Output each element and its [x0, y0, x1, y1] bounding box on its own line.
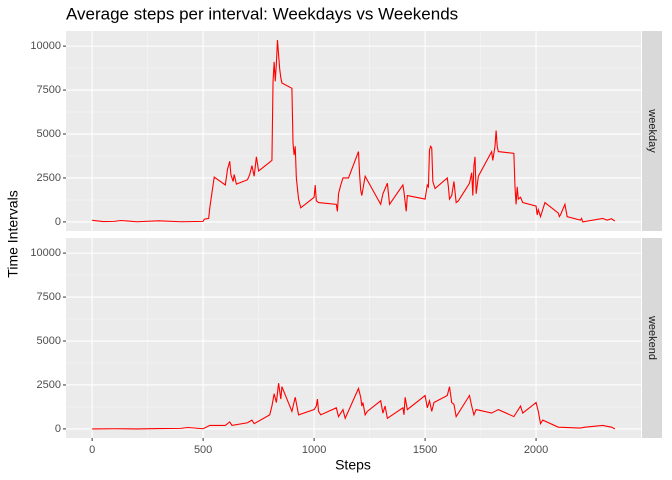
facet-strip [642, 31, 662, 231]
y-tick-label: 5000 [37, 335, 61, 347]
y-tick-label: 2500 [37, 172, 61, 184]
y-tick-label: 0 [55, 423, 61, 435]
x-axis-title: Steps [335, 457, 371, 473]
x-tick-label: 2000 [524, 444, 548, 456]
y-axis-title: Time Intervals [5, 190, 21, 277]
x-tick-label: 1000 [302, 444, 326, 456]
data-line [92, 383, 616, 430]
x-tick-label: 500 [194, 444, 212, 456]
y-tick-label: 10000 [30, 40, 61, 52]
y-tick-label: 10000 [30, 247, 61, 259]
chart-title: Average steps per interval: Weekdays vs … [66, 4, 458, 23]
panel-background [66, 238, 641, 438]
facet-label: weekday [646, 108, 658, 153]
x-tick-label: 1500 [413, 444, 437, 456]
facet-strip [642, 238, 662, 438]
y-tick-label: 2500 [37, 379, 61, 391]
y-tick-label: 5000 [37, 128, 61, 140]
data-line [92, 40, 616, 223]
x-tick-label: 0 [89, 444, 95, 456]
y-tick-label: 7500 [37, 291, 61, 303]
panel-background [66, 31, 641, 231]
y-tick-label: 0 [55, 216, 61, 228]
facet-label: weekend [646, 315, 658, 360]
y-tick-label: 7500 [37, 84, 61, 96]
